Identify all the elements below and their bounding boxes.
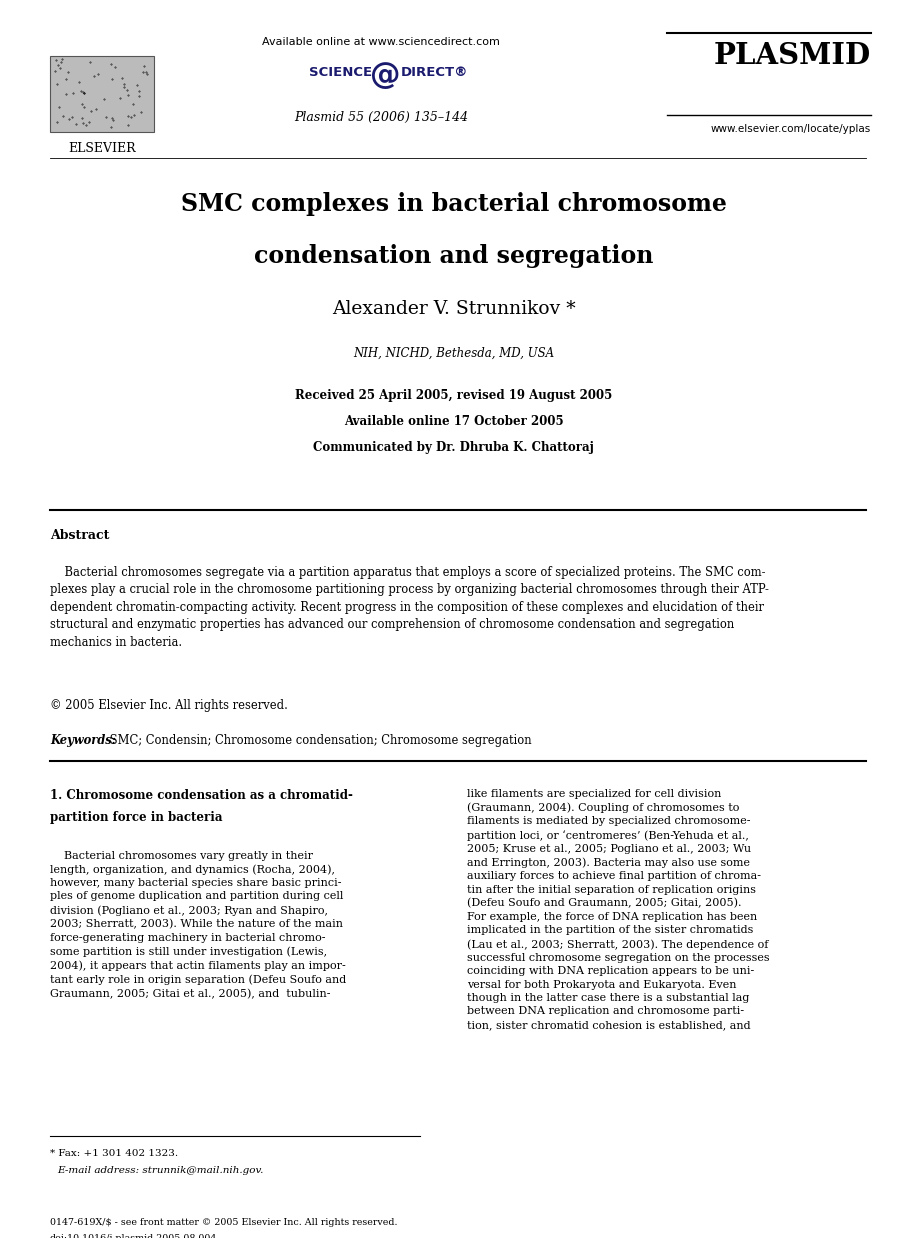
Text: condensation and segregation: condensation and segregation [254,244,653,267]
Text: Abstract: Abstract [50,529,109,542]
Text: Available online at www.sciencedirect.com: Available online at www.sciencedirect.co… [262,37,500,47]
Text: E-mail address: strunnik@mail.nih.gov.: E-mail address: strunnik@mail.nih.gov. [57,1166,264,1175]
Text: Communicated by Dr. Dhruba K. Chattoraj: Communicated by Dr. Dhruba K. Chattoraj [313,441,594,454]
Text: 0147-619X/$ - see front matter © 2005 Elsevier Inc. All rights reserved.: 0147-619X/$ - see front matter © 2005 El… [50,1218,397,1227]
Text: PLASMID: PLASMID [714,41,871,69]
Text: Keywords:: Keywords: [50,734,120,748]
Text: like filaments are specialized for cell division
(Graumann, 2004). Coupling of c: like filaments are specialized for cell … [467,789,770,1030]
Text: www.elsevier.com/locate/yplas: www.elsevier.com/locate/yplas [710,124,871,134]
Text: © 2005 Elsevier Inc. All rights reserved.: © 2005 Elsevier Inc. All rights reserved… [50,699,288,713]
Text: * Fax: +1 301 402 1323.: * Fax: +1 301 402 1323. [50,1149,178,1158]
Text: SMC; Condensin; Chromosome condensation; Chromosome segregation: SMC; Condensin; Chromosome condensation;… [106,734,532,748]
Bar [50,56,154,132]
Text: Bacterial chromosomes segregate via a partition apparatus that employs a score o: Bacterial chromosomes segregate via a pa… [50,566,769,649]
Text: @: @ [370,61,401,89]
Text: ELSEVIER: ELSEVIER [68,142,136,156]
Text: DIRECT®: DIRECT® [401,66,468,79]
Text: Bacterial chromosomes vary greatly in their
length, organization, and dynamics (: Bacterial chromosomes vary greatly in th… [50,851,346,999]
Text: Alexander V. Strunnikov *: Alexander V. Strunnikov * [332,300,575,318]
Text: Available online 17 October 2005: Available online 17 October 2005 [344,415,563,428]
Text: NIH, NICHD, Bethesda, MD, USA: NIH, NICHD, Bethesda, MD, USA [353,347,554,360]
Text: SCIENCE: SCIENCE [308,66,372,79]
Text: partition force in bacteria: partition force in bacteria [50,811,222,825]
Text: Plasmid 55 (2006) 135–144: Plasmid 55 (2006) 135–144 [294,111,468,125]
Text: Received 25 April 2005, revised 19 August 2005: Received 25 April 2005, revised 19 Augus… [295,389,612,402]
Text: doi:10.1016/j.plasmid.2005.08.004: doi:10.1016/j.plasmid.2005.08.004 [50,1234,218,1238]
Text: SMC complexes in bacterial chromosome: SMC complexes in bacterial chromosome [180,192,727,215]
Text: 1. Chromosome condensation as a chromatid-: 1. Chromosome condensation as a chromati… [50,789,353,802]
